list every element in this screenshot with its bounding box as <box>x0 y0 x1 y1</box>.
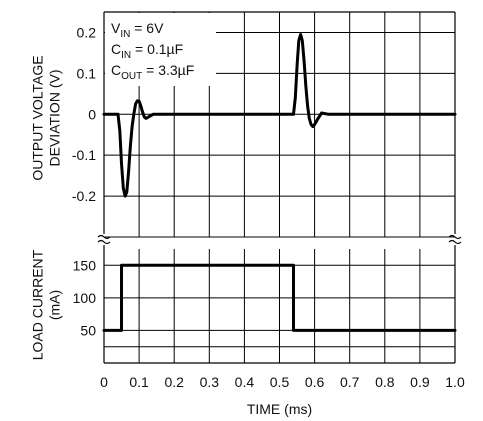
x-tick-label: 0.1 <box>129 374 149 390</box>
output-voltage-trace <box>102 33 457 198</box>
labels: 0.2 0.1 0 -0.1 -0.2 150 100 50 0 0.1 0.2 0.3 0.4 0.5 0… <box>30 20 465 417</box>
top-y-axis-title-line: OUTPUT VOLTAGE <box>30 55 46 180</box>
top-y-axis-title-line: DEVIATION (V) <box>47 70 63 167</box>
right-break-mark <box>448 234 462 240</box>
left-break-mark <box>97 234 111 240</box>
traces <box>102 33 457 332</box>
bottom-y-axis-title-line: (mA) <box>47 290 63 320</box>
plot-frame <box>97 11 462 364</box>
top-y-tick-label: -0.1 <box>72 147 96 163</box>
annotation-cin: CIN = 0.1µF <box>111 41 183 61</box>
annotation-vin: VIN = 6V <box>111 20 164 40</box>
x-tick-label: 0.6 <box>305 374 325 390</box>
x-tick-label: 0.4 <box>235 374 255 390</box>
top-y-tick-label: 0 <box>88 106 96 122</box>
bottom-y-tick-label: 100 <box>73 290 97 306</box>
top-y-tick-label: 0.1 <box>77 65 97 81</box>
x-tick-label: 0.9 <box>410 374 430 390</box>
bottom-y-tick-label: 50 <box>80 322 96 338</box>
bottom-y-tick-label: 150 <box>73 257 97 273</box>
x-tick-label: 0.5 <box>270 374 290 390</box>
x-tick-label: 0.3 <box>200 374 220 390</box>
x-tick-label: 0.8 <box>375 374 395 390</box>
left-break-mark <box>97 239 111 245</box>
top-y-tick-label: 0.2 <box>77 24 97 40</box>
bottom-y-axis-title: LOAD CURRENT (mA) <box>30 249 63 360</box>
bottom-y-axis-title-line: LOAD CURRENT <box>30 249 46 360</box>
x-axis-title: TIME (ms) <box>247 401 312 417</box>
right-break-mark <box>448 239 462 245</box>
x-tick-label: 0.2 <box>164 374 184 390</box>
annotation-box <box>105 13 216 86</box>
load-current-trace <box>102 263 457 332</box>
annotation-cout: COUT = 3.3µF <box>111 62 194 82</box>
x-tick-label: 0.7 <box>340 374 360 390</box>
x-tick-label: 0 <box>100 374 108 390</box>
top-y-tick-label: -0.2 <box>72 188 96 204</box>
x-tick-label: 1.0 <box>445 374 465 390</box>
top-y-axis-title: OUTPUT VOLTAGE DEVIATION (V) <box>30 55 63 180</box>
